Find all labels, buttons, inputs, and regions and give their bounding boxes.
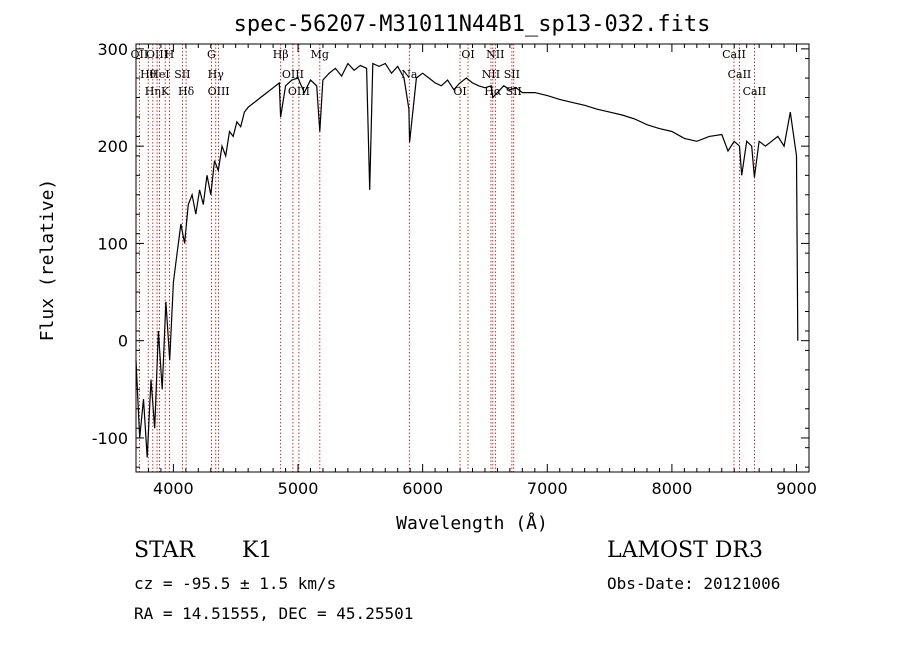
x-tick-label: 7000 <box>527 479 568 498</box>
line-label: OIII <box>288 85 310 98</box>
sky-coordinates: RA = 14.51555, DEC = 45.25501 <box>134 604 414 623</box>
object-class: STAR <box>134 538 195 563</box>
line-label: Mg <box>311 48 329 61</box>
line-label: K <box>161 85 170 98</box>
line-label: Hγ <box>208 68 225 81</box>
spectral-line-markers <box>138 44 755 472</box>
spectral-line-labels: OIIHθHηOIIIHeIKHSIIHδGHγOIIIHβOIIIOIIIMg… <box>131 48 767 98</box>
y-axis-label: Flux (relative) <box>37 179 58 342</box>
redshift-velocity: cz = -95.5 ± 1.5 km/s <box>134 574 337 593</box>
line-label: SII <box>174 68 190 81</box>
survey-name: LAMOST DR3 <box>607 538 763 563</box>
object-subclass: K1 <box>242 538 273 563</box>
line-label: H <box>165 48 175 61</box>
flux-series-line <box>135 62 799 458</box>
line-label: Hη <box>145 85 161 98</box>
line-label: Hα <box>484 85 502 98</box>
line-label: Hδ <box>178 85 195 98</box>
line-label: OI <box>453 85 466 98</box>
y-tick-label: 100 <box>97 234 128 253</box>
line-label: CaII <box>722 48 746 61</box>
x-tick-label: 9000 <box>776 479 817 498</box>
y-tick-label: 300 <box>97 40 128 59</box>
line-label: HeI <box>149 68 169 81</box>
plot-frame <box>135 43 810 473</box>
line-label: OIII <box>146 48 168 61</box>
line-label: SII <box>504 68 520 81</box>
line-label: NII <box>482 68 500 81</box>
x-tick-label: 4000 <box>153 479 194 498</box>
line-label: Hβ <box>273 48 289 61</box>
line-label: Na <box>401 68 418 81</box>
line-label: CaII <box>743 85 767 98</box>
line-label: G <box>207 48 216 61</box>
line-label: SII <box>506 85 522 98</box>
line-label: Hθ <box>140 68 157 81</box>
x-axis-label: Wavelength (Å) <box>396 512 548 534</box>
x-tick-label: 8000 <box>652 479 693 498</box>
y-tick-label: 0 <box>118 332 128 351</box>
observation-date: Obs-Date: 20121006 <box>607 574 781 593</box>
line-label: OIII <box>208 85 230 98</box>
x-axis-ticks: 4000 5000 6000 7000 8000 9000 <box>135 44 817 498</box>
line-label: OII <box>131 48 149 61</box>
y-tick-label: 200 <box>97 137 128 156</box>
y-tick-label: -100 <box>92 429 128 448</box>
y-axis-ticks: -100 0 100 200 300 <box>92 40 809 468</box>
line-label: CaII <box>728 68 752 81</box>
line-label: NII <box>486 48 504 61</box>
line-label: OI <box>461 48 474 61</box>
chart-title: spec-56207-M31011N44B1_sp13-032.fits <box>234 12 711 37</box>
x-tick-label: 5000 <box>278 479 319 498</box>
x-tick-label: 6000 <box>402 479 443 498</box>
